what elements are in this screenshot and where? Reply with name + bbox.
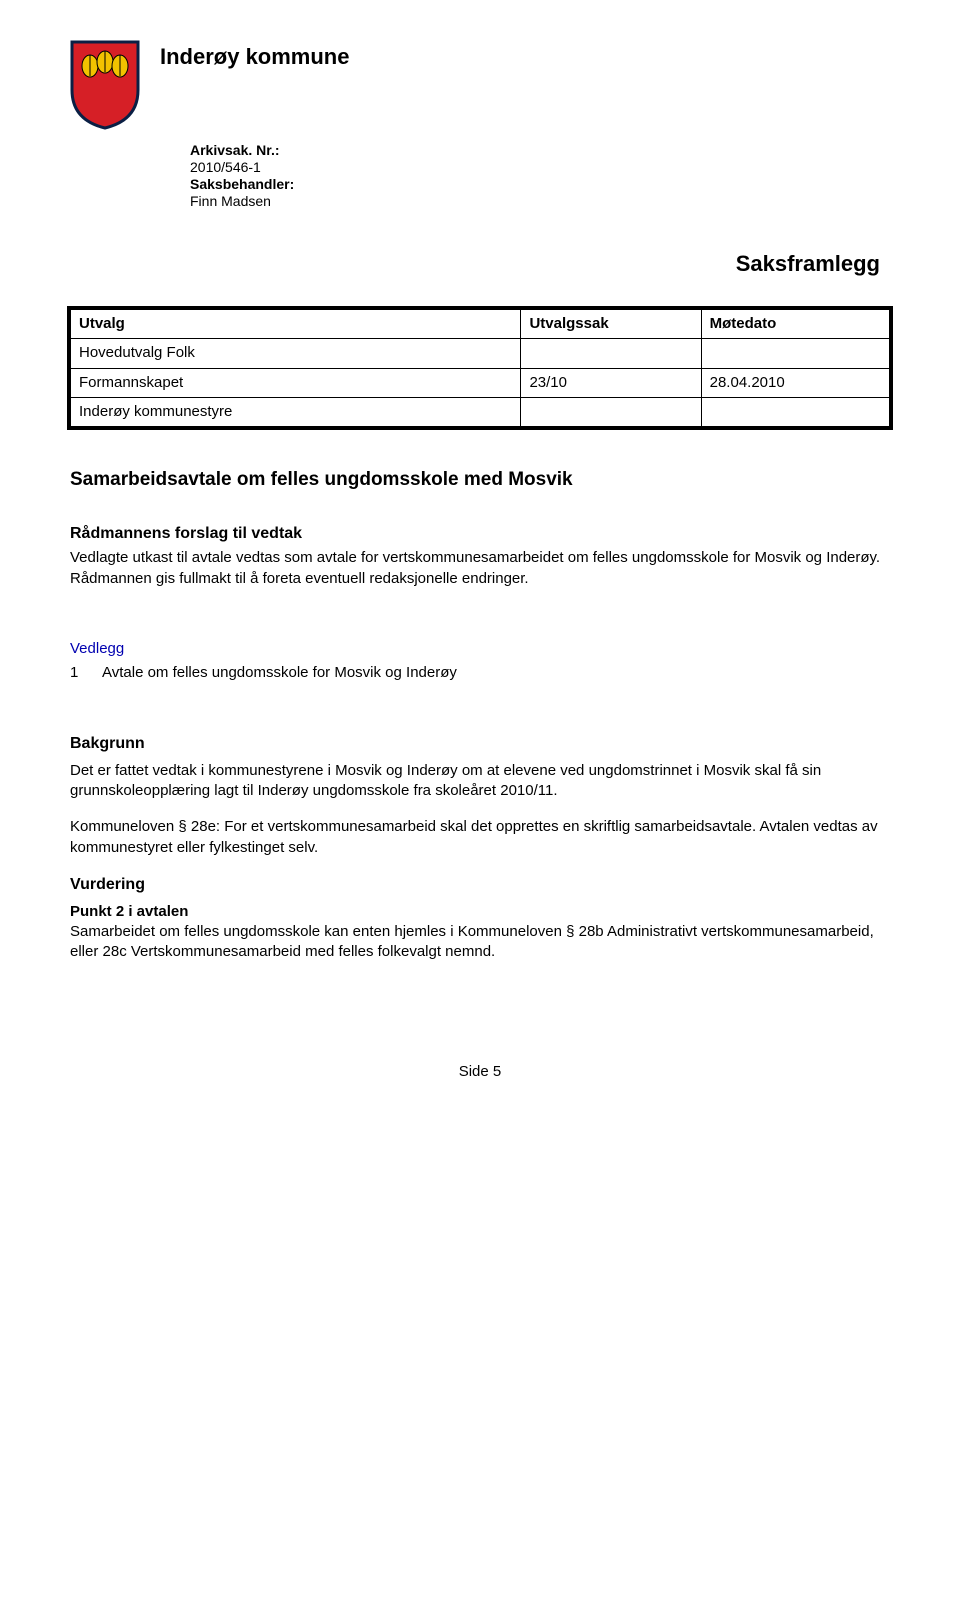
cell-utvalg: Formannskapet (71, 368, 521, 397)
case-meta: Arkivsak. Nr.: 2010/546-1 Saksbehandler:… (190, 142, 890, 209)
vurdering-text: Samarbeidet om felles ungdomsskole kan e… (70, 922, 890, 963)
col-utvalg: Utvalg (71, 310, 521, 339)
cell-utvalg: Hovedutvalg Folk (71, 339, 521, 368)
col-utvalgssak: Utvalgssak (521, 310, 701, 339)
arkivsak-value: 2010/546-1 (190, 159, 890, 176)
saksframlegg-heading: Saksframlegg (70, 249, 890, 279)
municipality-logo (70, 40, 140, 136)
header-row: Inderøy kommune (70, 40, 890, 136)
vedlegg-text: Avtale om felles ungdomsskole for Mosvik… (102, 663, 457, 683)
vedlegg-item: 1 Avtale om felles ungdomsskole for Mosv… (70, 663, 890, 683)
radmann-text: Vedlagte utkast til avtale vedtas som av… (70, 548, 890, 589)
arkivsak-label: Arkivsak. Nr.: (190, 142, 890, 159)
vurdering-heading: Vurdering (70, 874, 890, 896)
cell-utvalgssak: 23/10 (521, 368, 701, 397)
table-header-row: Utvalg Utvalgssak Møtedato (71, 310, 890, 339)
page-footer: Side 5 (70, 1062, 890, 1082)
table-row: Formannskapet 23/10 28.04.2010 (71, 368, 890, 397)
cell-utvalg: Inderøy kommunestyre (71, 397, 521, 426)
radmann-heading: Rådmannens forslag til vedtak (70, 523, 890, 545)
municipality-title: Inderøy kommune (160, 42, 349, 72)
vurdering-subhead: Punkt 2 i avtalen (70, 902, 890, 922)
saksbehandler-value: Finn Madsen (190, 193, 890, 210)
vedlegg-number: 1 (70, 663, 84, 683)
committee-table: Utvalg Utvalgssak Møtedato Hovedutvalg F… (70, 309, 890, 427)
cell-motedato (701, 397, 889, 426)
document-title: Samarbeidsavtale om felles ungdomsskole … (70, 467, 890, 493)
vedlegg-heading: Vedlegg (70, 639, 890, 659)
table-row: Hovedutvalg Folk (71, 339, 890, 368)
cell-motedato: 28.04.2010 (701, 368, 889, 397)
cell-utvalgssak (521, 339, 701, 368)
cell-motedato (701, 339, 889, 368)
bakgrunn-p2: Kommuneloven § 28e: For et vertskommunes… (70, 817, 890, 858)
table-row: Inderøy kommunestyre (71, 397, 890, 426)
bakgrunn-heading: Bakgrunn (70, 733, 890, 755)
bakgrunn-p1: Det er fattet vedtak i kommunestyrene i … (70, 761, 890, 802)
cell-utvalgssak (521, 397, 701, 426)
col-motedato: Møtedato (701, 310, 889, 339)
saksbehandler-label: Saksbehandler: (190, 176, 890, 193)
